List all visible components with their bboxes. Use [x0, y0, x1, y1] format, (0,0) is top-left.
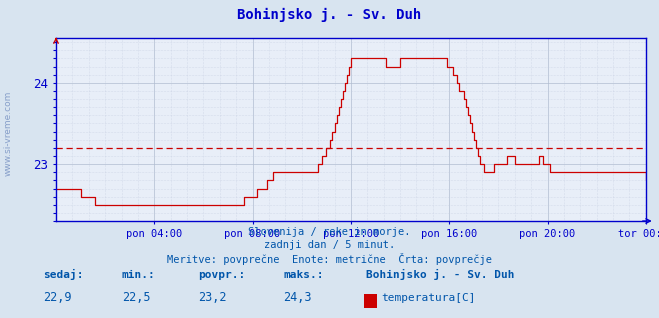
- Text: maks.:: maks.:: [283, 270, 324, 280]
- Text: www.si-vreme.com: www.si-vreme.com: [3, 91, 13, 176]
- Text: sedaj:: sedaj:: [43, 269, 83, 280]
- Text: Bohinjsko j. - Sv. Duh: Bohinjsko j. - Sv. Duh: [237, 8, 422, 22]
- Text: 23,2: 23,2: [198, 291, 226, 303]
- Text: 22,9: 22,9: [43, 291, 71, 303]
- Text: povpr.:: povpr.:: [198, 270, 245, 280]
- Text: Slovenija / reke in morje.: Slovenija / reke in morje.: [248, 227, 411, 237]
- Text: Bohinjsko j. - Sv. Duh: Bohinjsko j. - Sv. Duh: [366, 269, 514, 280]
- Text: Meritve: povprečne  Enote: metrične  Črta: povprečje: Meritve: povprečne Enote: metrične Črta:…: [167, 253, 492, 265]
- Text: min.:: min.:: [122, 270, 156, 280]
- Text: 24,3: 24,3: [283, 291, 312, 303]
- Text: zadnji dan / 5 minut.: zadnji dan / 5 minut.: [264, 240, 395, 250]
- Text: 22,5: 22,5: [122, 291, 150, 303]
- Text: temperatura[C]: temperatura[C]: [381, 293, 475, 302]
